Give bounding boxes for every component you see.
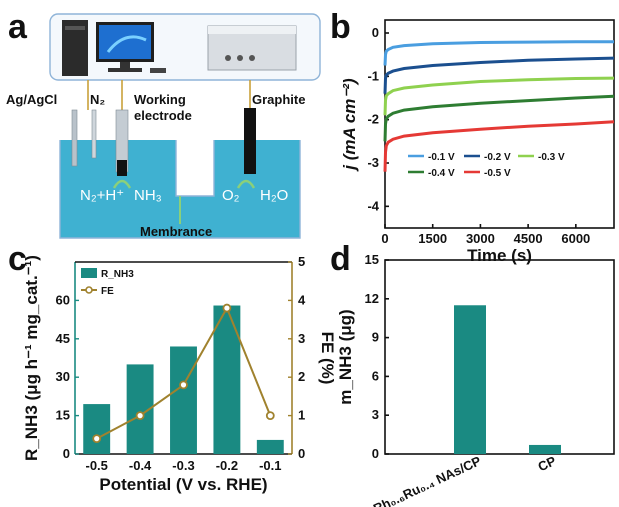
graphite-rod	[244, 108, 256, 174]
plot-frame	[384, 259, 615, 455]
y2-tick-label: 4	[298, 292, 306, 307]
bar	[529, 444, 561, 454]
series-line	[383, 120, 615, 172]
legend-swatch	[81, 268, 97, 278]
y-tick-label: 30	[56, 369, 70, 384]
panel-b: b 0 -1 -2 -3 -4 0 1500 3000 4500 6000 Time (s) j (m…	[330, 8, 615, 265]
y-tick-label: -2	[367, 112, 379, 127]
bar	[213, 305, 241, 454]
x-tick-label: Rh₀.₆Ru₀.₄ NAs/CP	[371, 453, 484, 507]
y-tick-label: 15	[56, 408, 70, 423]
x-tick-label: 3000	[466, 231, 495, 246]
legend-label: -0.3 V	[538, 152, 565, 163]
label-electrode: electrode	[134, 108, 192, 123]
label-o2: O₂	[222, 187, 240, 204]
fe-point	[222, 303, 232, 313]
legend-label: -0.2 V	[484, 152, 511, 163]
x-tick-label: 0	[381, 231, 388, 246]
label-n2h: N₂+H⁺	[80, 187, 124, 204]
x-tick-label: -0.1	[259, 458, 281, 473]
panel-a-letter: a	[8, 8, 28, 46]
chart-b: 0 -1 -2 -3 -4 0 1500 3000 4500 6000 Time (s) j (mA …	[340, 19, 615, 265]
y-tick-label: 15	[365, 252, 379, 267]
bar	[83, 404, 111, 454]
panel-d: d 0 3 6 9 12 15 Rh₀.₆Ru₀.₄ NAs/CP CP m_NH3 (μg)	[330, 240, 615, 507]
y2-tick-label: 3	[298, 331, 305, 346]
legend-label: R_NH3	[101, 269, 134, 280]
y2-axis-label: FE (%)	[318, 332, 337, 385]
series-line	[383, 40, 614, 66]
panel-a: a Ag/AgCl N₂ Working electrode	[6, 8, 321, 239]
y-tick-label: 45	[56, 331, 70, 346]
label-membrane: Membrance	[140, 224, 212, 239]
y-tick-label: 0	[372, 446, 379, 461]
y2-tick-label: 2	[298, 369, 305, 384]
fe-point	[92, 434, 102, 444]
legend-label: -0.4 V	[428, 168, 455, 179]
panel-d-letter: d	[330, 240, 351, 278]
y-tick-label: 0	[63, 446, 70, 461]
legend-label: -0.5 V	[484, 168, 511, 179]
y-axis-label: R_NH3 (μg h⁻¹ mg_cat.⁻¹)	[22, 255, 41, 461]
legend-marker	[85, 286, 93, 294]
y-tick-label: 3	[372, 407, 379, 422]
y-tick-label: -4	[367, 198, 379, 213]
y-tick-label: 6	[372, 368, 379, 383]
y-tick-label: 12	[365, 291, 379, 306]
potentiostat-icon	[207, 25, 297, 71]
panel-c-letter: c	[8, 240, 27, 278]
bar	[170, 346, 197, 454]
y2-tick-label: 0	[298, 446, 305, 461]
label-n2: N₂	[90, 92, 105, 107]
x-tick-label: CP	[536, 453, 559, 474]
x-axis-label: Potential (V vs. RHE)	[99, 475, 267, 494]
fe-point	[179, 380, 188, 390]
y-axis-label: m_NH3 (μg)	[336, 309, 355, 404]
y-tick-label: -1	[367, 68, 379, 83]
x-tick-label: 1500	[418, 231, 447, 246]
label-nh3: NH₃	[134, 187, 162, 204]
label-h2o: H₂O	[260, 187, 288, 204]
chart-d: 0 3 6 9 12 15 Rh₀.₆Ru₀.₄ NAs/CP CP m_NH3 (μg)	[336, 252, 615, 507]
x-axis-label: Time (s)	[467, 246, 532, 265]
y-tick-label: 60	[56, 292, 70, 307]
series-line	[383, 76, 615, 116]
fe-point	[135, 411, 145, 421]
label-graphite: Graphite	[252, 92, 305, 107]
legend-label: FE	[101, 286, 114, 297]
y-tick-label: -3	[367, 155, 379, 170]
series-line	[383, 94, 615, 142]
x-tick-label: -0.3	[172, 458, 194, 473]
series-line	[383, 56, 615, 94]
label-working: Working	[134, 92, 186, 107]
legend-label: -0.1 V	[428, 152, 455, 163]
bar	[454, 305, 486, 454]
x-tick-label: -0.2	[216, 458, 238, 473]
y-tick-label: 9	[372, 330, 379, 345]
computer-icon	[62, 20, 166, 76]
panel-b-letter: b	[330, 8, 351, 46]
x-tick-label: -0.5	[85, 458, 107, 473]
bar	[256, 439, 284, 454]
y-tick-label: 0	[372, 25, 379, 40]
y2-tick-label: 5	[298, 254, 305, 269]
fe-point	[265, 411, 275, 421]
x-tick-label: -0.4	[129, 458, 152, 473]
y-axis-label: j (mA cm⁻²)	[340, 78, 359, 172]
label-ref-electrode: Ag/AgCl	[6, 92, 57, 107]
x-tick-label: 6000	[561, 231, 590, 246]
y2-tick-label: 1	[298, 408, 305, 423]
x-tick-label: 4500	[514, 231, 543, 246]
